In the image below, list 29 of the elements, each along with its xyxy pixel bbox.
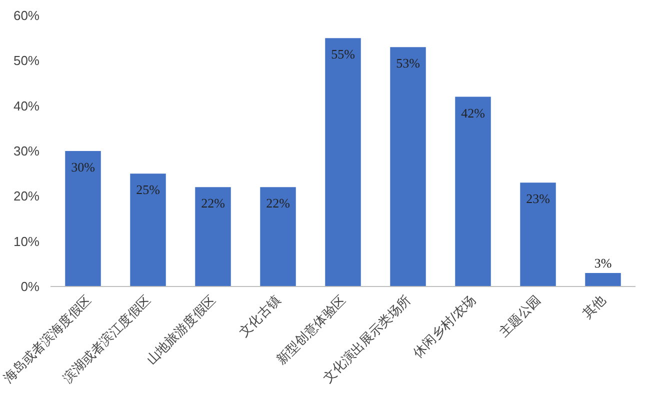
y-tick-label: 20% xyxy=(13,188,40,204)
y-tick-label: 40% xyxy=(13,98,40,114)
data-label: 23% xyxy=(526,191,550,206)
data-label: 22% xyxy=(201,196,226,211)
y-tick-label: 10% xyxy=(13,234,40,249)
bar xyxy=(130,174,166,286)
y-tick-label: 60% xyxy=(13,8,40,23)
data-label: 22% xyxy=(266,196,290,211)
x-tick-label: 其他 xyxy=(579,292,608,322)
data-label: 30% xyxy=(71,160,96,174)
data-label: 3% xyxy=(594,255,612,270)
bar xyxy=(520,182,556,286)
y-tick-label: 30% xyxy=(13,144,40,158)
data-label: 53% xyxy=(396,56,420,71)
data-label: 42% xyxy=(461,105,486,120)
data-label: 55% xyxy=(331,46,356,62)
data-label: 25% xyxy=(136,182,160,198)
bar xyxy=(65,151,101,286)
y-tick-label: 0% xyxy=(20,279,40,294)
bar xyxy=(325,38,361,286)
x-tick-label: 文化古镇 xyxy=(236,292,284,340)
x-tick-label: 休闲乡村/农场 xyxy=(410,292,478,361)
bar xyxy=(455,96,491,286)
y-tick-label: 50% xyxy=(13,53,40,68)
bar xyxy=(390,47,426,286)
bar xyxy=(195,187,231,286)
bar xyxy=(585,272,621,286)
bar xyxy=(260,187,296,286)
x-tick-label: 主题公园 xyxy=(496,292,544,340)
